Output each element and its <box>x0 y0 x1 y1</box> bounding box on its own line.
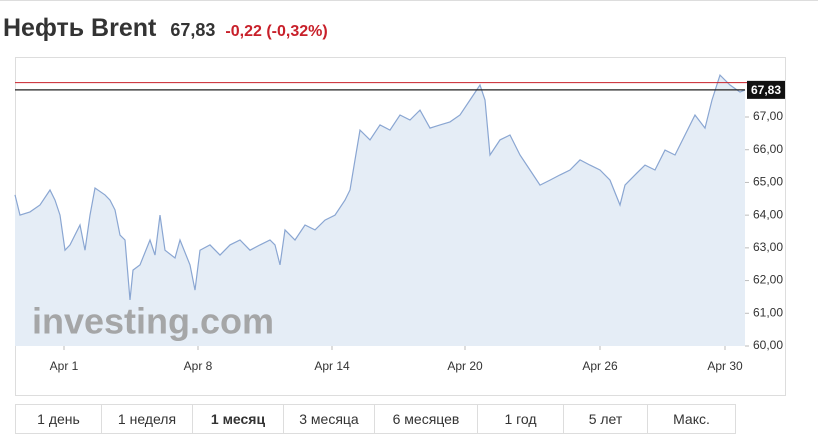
x-tick-label: Apr 8 <box>184 359 213 373</box>
range-tab[interactable]: 3 месяца <box>284 405 375 433</box>
y-tick-label: 66,00 <box>753 142 783 156</box>
y-tick-label: 64,00 <box>753 207 783 221</box>
instrument-title: Нефть Brent <box>3 14 157 42</box>
area-fill <box>15 75 745 346</box>
range-tab[interactable]: 1 год <box>478 405 564 433</box>
range-tabs: 1 день 1 неделя 1 месяц 3 месяца 6 месяцев 1 … <box>15 404 736 434</box>
range-tab[interactable]: 1 день <box>16 405 102 433</box>
y-tick-label: 65,00 <box>753 175 783 189</box>
y-tick-label: 61,00 <box>753 305 783 319</box>
range-tab[interactable]: 1 неделя <box>102 405 193 433</box>
top-border <box>0 0 818 1</box>
price-tag <box>747 80 785 99</box>
x-tick-label: Apr 1 <box>50 359 79 373</box>
price-line <box>14 73 746 300</box>
y-tick-label: 63,00 <box>753 240 783 254</box>
range-tab[interactable]: 6 месяцев <box>375 405 478 433</box>
price-tag-label: 67,83 <box>751 83 781 97</box>
range-tab[interactable]: Макс. <box>673 411 710 427</box>
last-price: 67,83 <box>170 20 216 40</box>
price-change: -0,22 (-0,32%) <box>225 23 328 40</box>
y-tick-label: 60,00 <box>753 338 783 352</box>
y-tick-label: 67,00 <box>753 109 783 123</box>
x-tick-label: Apr 30 <box>707 359 743 373</box>
header: Нефть Brent 67,83 -0,22 (-0,32%) <box>3 14 328 43</box>
y-tick-label: 62,00 <box>753 273 783 287</box>
x-tick-label: Apr 20 <box>447 359 483 373</box>
watermark: investing.com <box>32 301 274 342</box>
x-tick-label: Apr 26 <box>582 359 618 373</box>
x-tick-label: Apr 14 <box>314 359 350 373</box>
range-tab[interactable]: 5 лет <box>564 405 648 433</box>
range-tab[interactable]: 1 месяц <box>193 405 284 433</box>
